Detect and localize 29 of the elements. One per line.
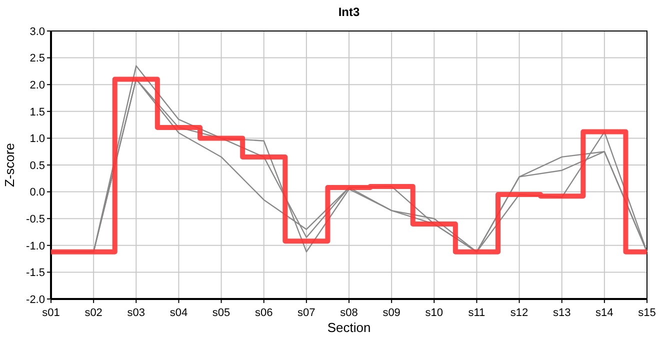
y-tick-label: 2.5 bbox=[30, 52, 45, 65]
x-tick-label: s03 bbox=[127, 307, 146, 319]
y-tick-label: -1.0 bbox=[26, 240, 45, 252]
x-tick-label: s05 bbox=[212, 307, 230, 319]
x-tick-label: s10 bbox=[425, 307, 444, 319]
x-tick-label: s08 bbox=[340, 307, 358, 319]
y-tick-label: 3.0 bbox=[30, 26, 45, 38]
y-tick-label: 0.5 bbox=[30, 160, 45, 172]
x-tick-label: s07 bbox=[298, 307, 316, 319]
y-tick-label: 0.0 bbox=[30, 186, 45, 199]
y-axis-title: Z-score bbox=[2, 142, 17, 188]
x-tick-label: s02 bbox=[84, 307, 102, 319]
y-tick-label: -1.5 bbox=[26, 267, 45, 280]
x-tick-label: s11 bbox=[468, 307, 486, 319]
x-axis-title: Section bbox=[327, 320, 371, 335]
x-tick-label: s04 bbox=[170, 307, 188, 319]
x-tick-label: s15 bbox=[638, 307, 656, 319]
x-tick-label: s01 bbox=[42, 307, 60, 319]
y-tick-label: 1.5 bbox=[30, 106, 45, 118]
x-tick-label: s14 bbox=[596, 307, 614, 319]
y-tick-label: 2.0 bbox=[30, 79, 45, 92]
y-tick-label: 1.0 bbox=[30, 133, 45, 146]
y-tick-label: -2.0 bbox=[26, 294, 45, 306]
x-tick-label: s13 bbox=[552, 307, 571, 319]
x-tick-label: s06 bbox=[254, 307, 273, 319]
y-tick-label: -0.5 bbox=[26, 213, 45, 226]
x-tick-label: s12 bbox=[510, 307, 528, 319]
x-tick-label: s09 bbox=[382, 307, 400, 319]
chart-title: Int3 bbox=[338, 5, 360, 19]
